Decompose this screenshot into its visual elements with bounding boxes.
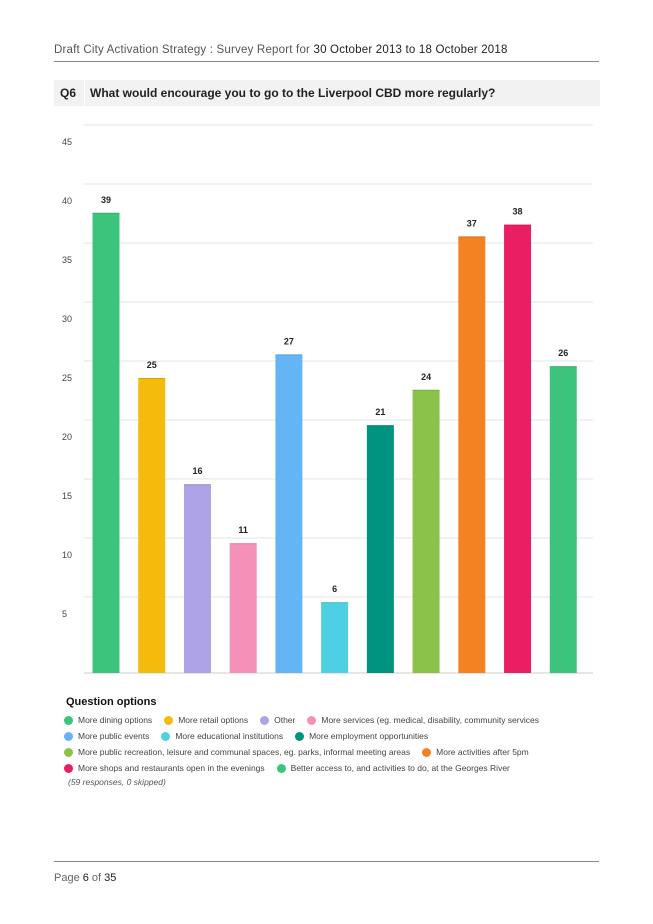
legend-label: More dining options (78, 715, 153, 725)
chart-legend: More dining options More retail options Ot… (64, 712, 604, 776)
legend-swatch (164, 715, 174, 725)
legend-swatch (64, 747, 73, 757)
question-text: What would encourage you to go to the Li… (90, 86, 496, 100)
y-tick-label: 30 (62, 314, 72, 324)
bar (504, 224, 532, 673)
legend-label: More employment opportunities (309, 731, 429, 741)
bar (183, 484, 211, 673)
bar (92, 212, 120, 674)
data-label: 24 (421, 372, 431, 382)
legend-label: More services (eg. medical, disability, … (321, 715, 539, 725)
legend-item: More retail options (164, 715, 248, 725)
data-label: 26 (558, 348, 568, 358)
bar (549, 366, 577, 673)
y-tick-label: 15 (62, 491, 72, 501)
report-header: Draft City Activation Strategy : Survey … (54, 44, 508, 56)
legend-item: More public events (64, 731, 149, 741)
question-bar: Q6 What would encourage you to go to the… (54, 80, 600, 106)
data-label: 27 (284, 336, 294, 346)
footer-total: 35 (104, 872, 117, 884)
bar (321, 602, 349, 673)
footer-divider (54, 861, 599, 862)
legend-swatch (64, 715, 73, 725)
data-label: 25 (147, 360, 157, 370)
legend-item: Better access to, and activities to do, … (276, 763, 510, 773)
bar (412, 389, 440, 673)
data-label: 11 (238, 525, 248, 535)
legend-label: Better access to, and activities to do, … (290, 763, 510, 773)
data-label: 37 (467, 218, 477, 228)
legend-label: Other (274, 715, 296, 725)
legend-swatch (260, 715, 270, 725)
legend-item: More employment opportunities (295, 731, 428, 741)
data-label: 16 (192, 466, 202, 476)
footer-page: 6 (82, 872, 89, 884)
bar (458, 236, 486, 673)
footer-mid: of (88, 872, 105, 884)
legend-swatch (64, 763, 73, 773)
header-divider (54, 61, 599, 62)
legend-swatch (295, 731, 305, 741)
question-number: Q6 (60, 86, 77, 100)
legend-row: More shops and restaurants open in the e… (64, 760, 604, 776)
page-footer: Page 6 of 35 (54, 872, 116, 884)
footer-prefix: Page (54, 872, 83, 884)
legend-item: More activities after 5pm (422, 747, 529, 757)
legend-swatch (422, 747, 432, 757)
legend-row: More public events More educational insti… (64, 728, 604, 744)
data-label: 38 (513, 207, 523, 217)
header-prefix: Draft City Activation Strategy : Survey … (54, 44, 314, 56)
header-dates: 30 October 2013 to 18 October 2018 (313, 44, 508, 56)
legend-item: More dining options (64, 715, 152, 725)
y-tick-label: 25 (62, 373, 72, 383)
y-tick-label: 40 (62, 196, 72, 206)
y-tick-label: 35 (62, 255, 72, 265)
legend-item: More public recreation, leisure and comm… (64, 747, 410, 757)
legend-label: More public recreation, leisure and comm… (78, 747, 411, 757)
data-label: 21 (375, 407, 385, 417)
legend-item: More services (eg. medical, disability, … (307, 715, 539, 725)
legend-swatch (64, 731, 73, 741)
bar (366, 425, 394, 673)
legend-label: More activities after 5pm (436, 747, 529, 757)
bar (138, 378, 166, 673)
legend-item: More shops and restaurants open in the e… (64, 763, 265, 773)
legend-swatch (276, 763, 286, 773)
legend-label: More educational institutions (175, 731, 284, 741)
legend-row: More dining options More retail options Ot… (64, 712, 604, 728)
legend-swatch (161, 731, 171, 741)
legend-item: Other (260, 715, 295, 725)
bar-chart: 5 10 15 20 25 30 35 40 45 39 25 16 11 27 6 21 24 37 38 26 (62, 124, 593, 674)
legend-label: More retail options (178, 715, 249, 725)
y-tick-label: 45 (62, 137, 72, 147)
legend-item: More educational institutions (161, 731, 283, 741)
legend-title: Question options (66, 696, 157, 708)
legend-label: More shops and restaurants open in the e… (78, 763, 265, 773)
legend-row: More public recreation, leisure and comm… (64, 744, 604, 760)
question-separator (84, 80, 85, 106)
response-count: (59 responses, 0 skipped) (68, 777, 166, 787)
legend-label: More public events (78, 731, 150, 741)
y-tick-label: 20 (62, 432, 72, 442)
y-tick-label: 10 (62, 550, 72, 560)
y-tick-label: 5 (62, 609, 67, 619)
legend-swatch (307, 715, 317, 725)
data-label: 39 (101, 195, 111, 205)
bar (275, 354, 303, 673)
data-label: 6 (332, 584, 337, 594)
bar (229, 543, 257, 673)
